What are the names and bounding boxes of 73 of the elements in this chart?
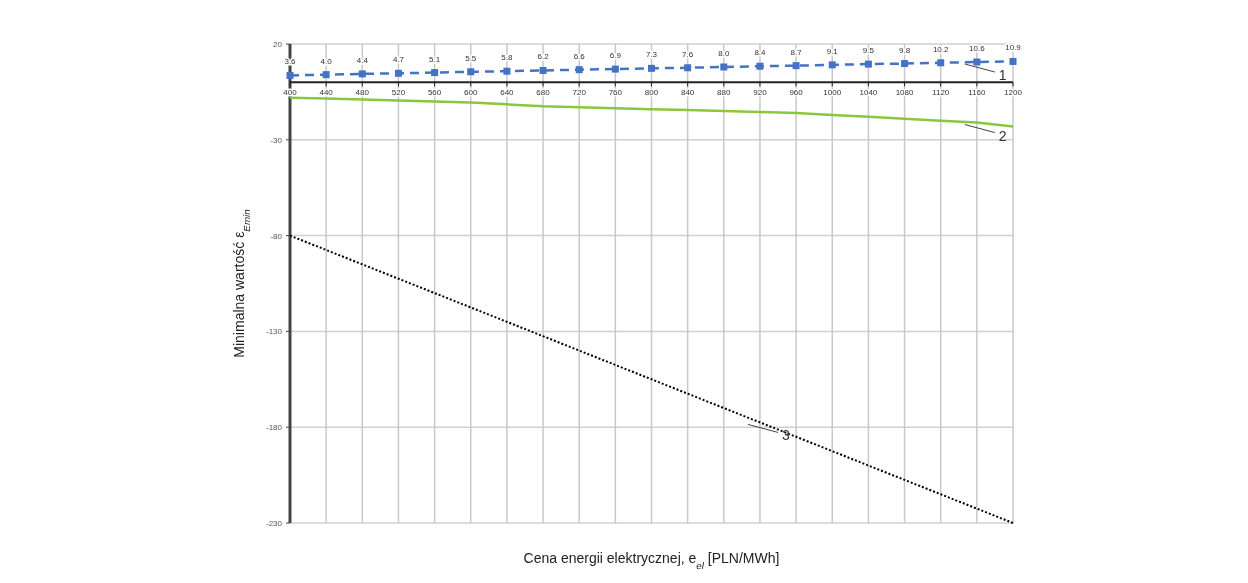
data-label: 10.6 — [969, 44, 986, 54]
data-label: 8.7 — [790, 47, 803, 57]
y-tick-label: -180 — [265, 423, 283, 433]
data-label: 9.5 — [862, 46, 875, 56]
x-tick-label: 840 — [680, 88, 695, 98]
point — [756, 62, 764, 70]
x-tick-label: 520 — [391, 88, 406, 98]
point — [684, 64, 692, 72]
x-tick-label: 1000 — [823, 88, 842, 98]
x-tick-label: 880 — [717, 88, 732, 98]
data-label: 10.2 — [932, 44, 950, 54]
x-tick-label: 680 — [536, 88, 551, 98]
x-tick-label: 560 — [427, 88, 442, 98]
data-label: 8.0 — [718, 48, 730, 58]
x-axis-title: Cena energii elektrycznej, e$_{el}$ [PLN/MWh] — [523, 550, 780, 571]
data-label: 4.0 — [320, 56, 333, 66]
point — [648, 64, 655, 72]
x-tick-label: 440 — [319, 88, 334, 98]
data-label: 6.2 — [537, 52, 550, 62]
point — [503, 67, 511, 75]
data-label: 4.4 — [356, 55, 369, 65]
point — [1009, 57, 1017, 65]
line-series — [289, 234, 1014, 524]
annotation: 3 — [781, 427, 790, 444]
point — [720, 63, 728, 71]
y-tick-label: -30 — [270, 135, 283, 145]
point — [901, 60, 909, 68]
point — [611, 65, 619, 73]
x-tick-label: 760 — [608, 88, 623, 98]
data-label: 9.8 — [898, 45, 911, 55]
point — [286, 71, 294, 79]
point — [575, 66, 583, 74]
data-label: 4.7 — [392, 55, 405, 65]
data-label: 7.3 — [645, 50, 658, 60]
x-tick-label: 600 — [464, 88, 478, 98]
point — [973, 58, 981, 66]
x-tick-label: 920 — [753, 88, 768, 98]
y-tick-label: -130 — [265, 327, 283, 337]
x-tick-label: 960 — [789, 88, 804, 98]
point — [937, 59, 945, 67]
data-label: 9.1 — [826, 46, 839, 56]
x-tick-label: 720 — [572, 88, 587, 98]
point — [792, 62, 800, 70]
point — [467, 68, 475, 76]
point — [322, 71, 330, 79]
x-tick-label: 1080 — [895, 88, 914, 98]
point — [431, 69, 439, 77]
line-series — [288, 96, 1015, 128]
data-label: 6.6 — [573, 51, 586, 61]
annotation: 1 — [998, 67, 1007, 84]
annotation: 2 — [998, 127, 1007, 144]
point — [394, 69, 402, 77]
data-label: 5.8 — [501, 53, 514, 63]
data-label: 6.9 — [609, 51, 622, 61]
x-tick-label: 1040 — [859, 88, 878, 98]
point — [864, 60, 872, 68]
x-tick-label: 480 — [355, 88, 370, 98]
x-tick-label: 1120 — [932, 88, 950, 98]
x-tick-label: 800 — [644, 88, 659, 98]
data-label: 5.5 — [465, 53, 477, 63]
data-label: 7.6 — [682, 49, 694, 59]
y-tick-label: 20 — [273, 40, 283, 49]
x-tick-label: 1160 — [968, 88, 986, 98]
y-tick-label: -80 — [270, 231, 283, 241]
y-tick-label: -230 — [265, 519, 283, 528]
data-label: 8.4 — [754, 48, 767, 58]
point — [828, 61, 836, 69]
data-label: 10.9 — [1005, 43, 1022, 53]
point — [539, 66, 547, 74]
data-label: 5.1 — [429, 54, 441, 64]
x-tick-label: 1200 — [1004, 88, 1023, 98]
point — [358, 70, 366, 78]
x-tick-label: 640 — [500, 88, 515, 98]
